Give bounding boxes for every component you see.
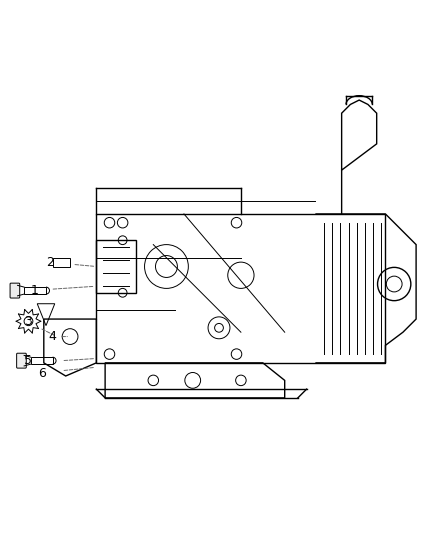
Text: 1: 1 <box>31 284 39 297</box>
FancyBboxPatch shape <box>10 283 20 298</box>
Bar <box>53 258 70 266</box>
Bar <box>24 287 46 294</box>
FancyBboxPatch shape <box>17 353 26 368</box>
Text: 5: 5 <box>25 354 32 367</box>
Text: 6: 6 <box>38 367 46 381</box>
Bar <box>96 240 136 293</box>
Text: 3: 3 <box>25 315 32 328</box>
Bar <box>31 357 53 364</box>
Text: 2: 2 <box>46 256 54 269</box>
Text: 4: 4 <box>49 330 57 343</box>
